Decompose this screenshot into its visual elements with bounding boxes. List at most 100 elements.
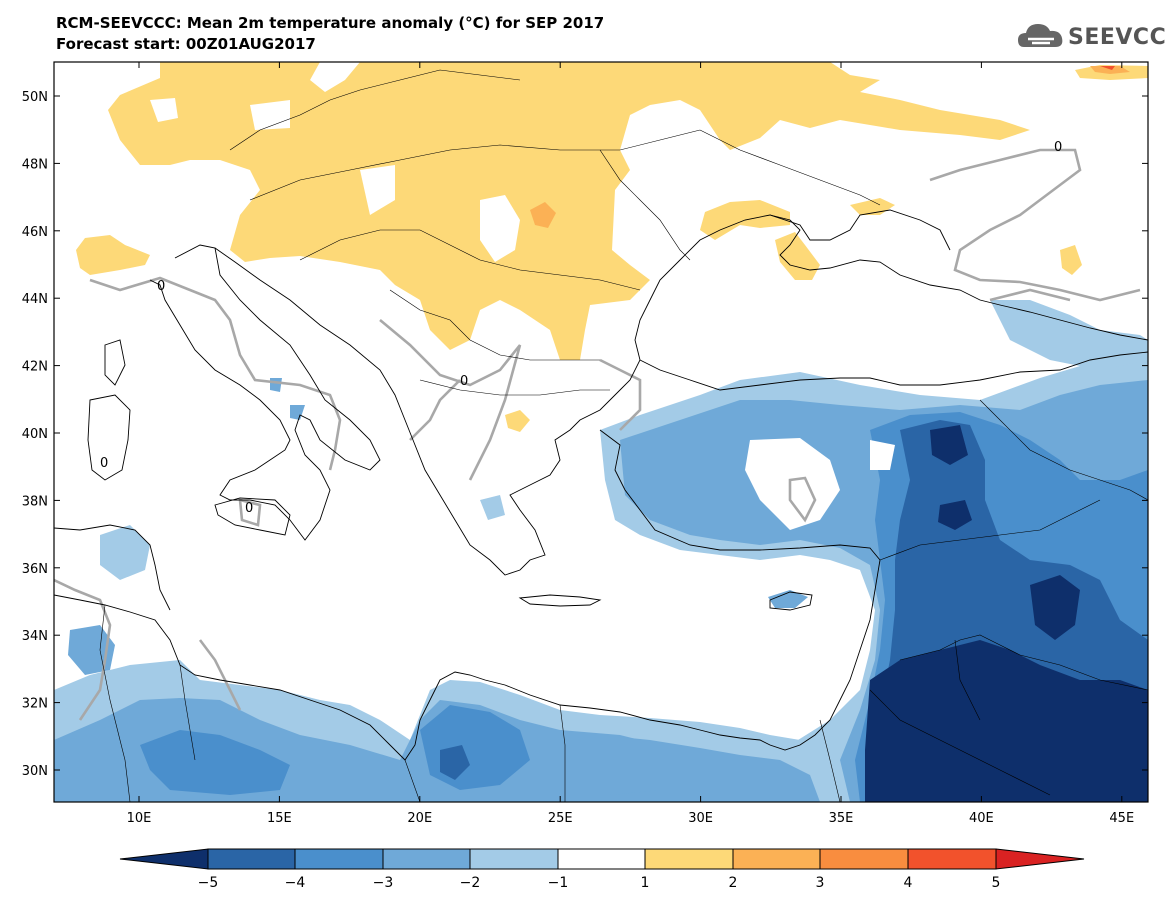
warm-anomaly-hot-spot-2 <box>530 202 556 228</box>
contour-label-0-sicily: 0 <box>245 501 253 516</box>
lat-label: 50N <box>22 90 48 105</box>
cold-anomaly-tunisia <box>100 525 150 580</box>
coast-crete <box>518 594 602 607</box>
warm-anomaly-hot-spot-4 <box>1100 66 1115 70</box>
lat-label: 32N <box>22 697 48 712</box>
colorbar-label: −5 <box>198 875 219 891</box>
zero-contour-italy <box>379 319 522 481</box>
forecast-start-label: Forecast start: 00Z01AUG2017 <box>56 35 316 53</box>
lon-label: 25E <box>548 811 573 826</box>
colorbar-extend-high <box>995 848 1085 870</box>
warm-anomaly-western-europe <box>76 235 150 275</box>
lon-label: 10E <box>127 811 152 826</box>
colorbar-segment <box>819 848 909 870</box>
colorbar-segment <box>469 848 559 870</box>
lat-label: 30N <box>22 764 48 779</box>
lon-label: 30E <box>688 811 713 826</box>
lon-label: 45E <box>1109 811 1134 826</box>
zero-contour-anatolia <box>788 476 817 523</box>
cold-anomaly-cyprus <box>768 590 808 608</box>
lat-label: 42N <box>22 360 48 375</box>
country-borders <box>99 69 1148 802</box>
lat-label: 46N <box>22 225 48 240</box>
cloud-icon <box>1018 24 1063 47</box>
cold-anomaly-core-5c <box>930 425 968 465</box>
lat-label: 34N <box>22 629 48 644</box>
anomaly-fields: 0 0 0 0 0 <box>54 62 1148 802</box>
zero-contour-caspian <box>929 148 1141 302</box>
cold-anomaly-algeria <box>68 625 115 675</box>
colorbar-segment <box>207 848 296 870</box>
lat-label: 48N <box>22 157 48 172</box>
zero-contour-libya <box>198 639 242 711</box>
coast-sicily <box>214 497 291 536</box>
zero-contour-north-africa <box>54 578 112 721</box>
colorbar-extend-low <box>119 848 209 870</box>
cold-anomaly-peloponnese <box>480 495 505 520</box>
colorbar-segment <box>732 848 821 870</box>
colorbar-segment <box>382 848 471 870</box>
colorbar-label: 4 <box>904 875 913 891</box>
colorbar: −5 −4 −3 −2 −1 1 2 3 4 5 <box>119 848 1085 891</box>
longitude-axis: 10E 15E 20E 25E 30E 35E 40E 45E <box>127 62 1134 826</box>
coast-anatolia-south <box>54 429 881 761</box>
seevccc-logo: SEEVCCC <box>1016 19 1165 59</box>
lat-label: 44N <box>22 292 48 307</box>
warm-anomaly-greece-small <box>505 410 530 432</box>
zero-contour-balkans <box>409 379 461 441</box>
contour-label-0-balkans: 0 <box>460 374 468 389</box>
cold-anomaly-core-5d <box>938 500 972 530</box>
coast-corsica <box>104 339 126 386</box>
colorbar-label: −4 <box>285 875 306 891</box>
colorbar-label: 3 <box>816 875 825 891</box>
contour-label-0-caspian: 0 <box>1054 140 1062 155</box>
lat-label: 38N <box>22 494 48 509</box>
warm-anomaly-crimea <box>775 232 820 280</box>
colorbar-label: −1 <box>548 875 569 891</box>
coast-black-sea-north <box>769 214 1148 341</box>
coast-adriatic-italy <box>149 244 381 541</box>
cold-anomaly-north-africa-3 <box>140 730 290 795</box>
zero-contours <box>54 148 1141 721</box>
lat-label: 36N <box>22 562 48 577</box>
coast-balkans <box>214 209 951 576</box>
warm-anomaly-caspian <box>1060 245 1082 275</box>
coast-north-africa-west <box>54 524 171 611</box>
lon-label: 20E <box>407 811 432 826</box>
contour-label-0-west: 0 <box>157 279 165 294</box>
cold-anomaly-egypt-west <box>560 730 680 795</box>
warm-anomaly-central-europe <box>108 62 1030 360</box>
colorbar-label: 1 <box>641 875 650 891</box>
colorbar-segment <box>557 848 646 870</box>
cold-anomaly-core-5 <box>865 640 1148 802</box>
coastlines <box>54 209 1148 761</box>
coast-sardinia <box>87 394 131 481</box>
colorbar-label: −2 <box>460 875 481 891</box>
colorbar-label: −3 <box>373 875 394 891</box>
coast-black-sea-south <box>639 351 1148 391</box>
colorbar-label: 2 <box>729 875 738 891</box>
cold-anomaly-italy <box>290 405 305 420</box>
lon-label: 40E <box>969 811 994 826</box>
map-title: RCM-SEEVCCC: Mean 2m temperature anomaly… <box>56 14 605 32</box>
colorbar-segment <box>294 848 384 870</box>
colorbar-segment <box>644 848 734 870</box>
lon-label: 35E <box>829 811 854 826</box>
cold-anomaly-ionian <box>270 378 282 392</box>
lon-label: 15E <box>267 811 292 826</box>
lat-label: 40N <box>22 427 48 442</box>
zero-contour-western <box>89 276 342 471</box>
warm-anomaly-hot-spot-3 <box>1090 66 1130 74</box>
contour-label-0-sardinia: 0 <box>100 456 108 471</box>
cold-anomaly-caucasus <box>990 300 1148 370</box>
coast-cyprus <box>769 591 813 611</box>
latitude-axis: 50N 48N 46N 44N 42N 40N 38N 36N 34N 32N 30N <box>22 90 1148 779</box>
zero-contour-greece <box>599 358 642 431</box>
map-frame <box>53 61 1149 803</box>
colorbar-label: 5 <box>992 875 1001 891</box>
cold-anomaly-core-5b <box>1030 575 1080 640</box>
zero-contour-sicily <box>238 498 262 527</box>
logo-text: SEEVCCC <box>1068 25 1165 50</box>
colorbar-segment <box>907 848 997 870</box>
